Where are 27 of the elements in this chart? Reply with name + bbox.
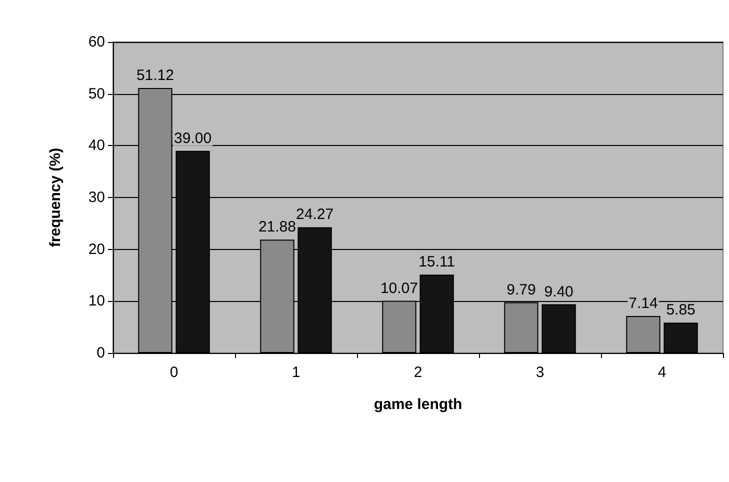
y-tick-label: 20 xyxy=(88,240,105,258)
data-label: 5.85 xyxy=(666,302,696,319)
data-label: 15.11 xyxy=(418,254,456,271)
y-tick-label: 30 xyxy=(88,189,105,206)
x-tick-label: 3 xyxy=(536,364,544,381)
data-label: 7.14 xyxy=(628,294,658,312)
y-axis-title: frequency (%) xyxy=(47,148,64,248)
data-label: 39.00 xyxy=(174,130,212,147)
x-tick-label: 4 xyxy=(658,364,666,381)
y-tick-label: 50 xyxy=(88,85,105,102)
data-label: 9.79 xyxy=(506,281,536,298)
data-label: 10.07 xyxy=(380,280,418,297)
y-tick-label: 60 xyxy=(88,34,105,50)
bar xyxy=(626,316,660,353)
x-axis-title: game length xyxy=(374,396,462,413)
y-tick-label: 10 xyxy=(88,292,105,310)
data-label: 21.88 xyxy=(258,218,296,236)
data-label: 51.12 xyxy=(136,67,174,84)
bar xyxy=(542,304,576,353)
y-tick-label: 40 xyxy=(88,137,105,154)
x-tick-label: 0 xyxy=(170,364,178,381)
x-tick-label: 1 xyxy=(292,364,300,381)
y-tick-label: 0 xyxy=(96,344,105,362)
data-label: 9.40 xyxy=(544,283,574,300)
bar xyxy=(664,322,698,353)
x-tick-label: 2 xyxy=(414,364,422,381)
data-label: 24.27 xyxy=(296,206,334,224)
